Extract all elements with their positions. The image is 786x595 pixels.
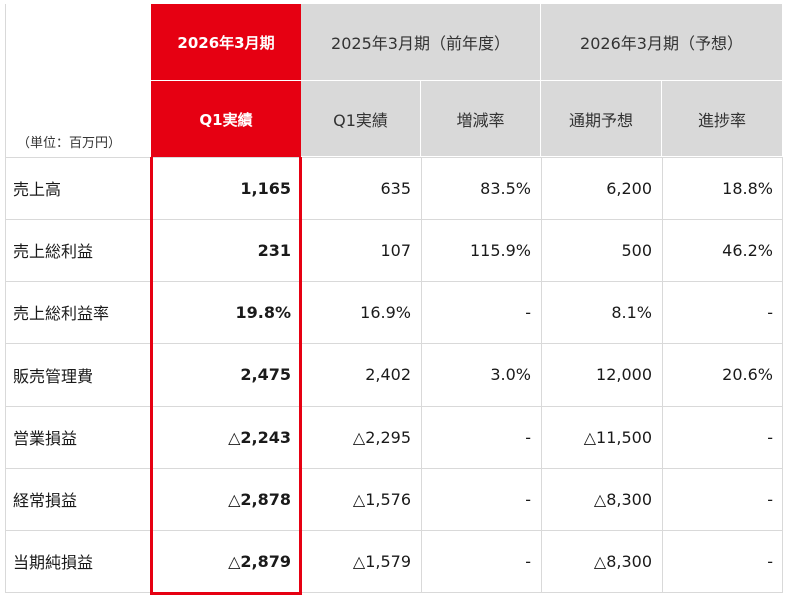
forecast-header: 通期予想 (541, 81, 662, 157)
row-label: 当期純損益 (13, 553, 94, 572)
progress-rate-value: 20.6% (722, 365, 773, 384)
prior-q1-header: Q1実績 (301, 81, 421, 157)
progress-rate-value: 46.2% (722, 240, 773, 260)
row-label: 営業損益 (13, 429, 78, 448)
prior-period-header: 2025年3月期（前年度） (301, 4, 541, 81)
forecast-value: 500 (621, 240, 652, 260)
row-label: 経常損益 (13, 491, 78, 510)
change-rate-value: 115.9% (469, 240, 531, 260)
prior-q1-value: △1,576 (352, 489, 411, 509)
q1-value: △2,878 (228, 489, 291, 509)
q1-value: 2,475 (240, 365, 291, 384)
current-q1-header: Q1実績 (151, 81, 301, 157)
prior-q1-value: △1,579 (352, 551, 411, 571)
unit-label: （単位：百万円） (17, 136, 122, 151)
change-rate-value: - (525, 427, 531, 447)
change-rate-value: 83.5% (480, 178, 531, 198)
q1-value: △2,879 (228, 551, 291, 571)
progress-rate-header: 進捗率 (662, 81, 783, 157)
change-rate-value: 3.0% (490, 365, 531, 384)
row-label: 売上総利益 (13, 242, 94, 261)
forecast-value: △11,500 (583, 427, 652, 447)
change-rate-value: - (525, 302, 531, 322)
forecast-value: 8.1% (611, 302, 652, 322)
prior-q1-value: 107 (380, 240, 411, 260)
prior-q1-value: △2,295 (352, 427, 411, 447)
forecast-value: 6,200 (606, 178, 652, 198)
current-q1-highlight-frame (150, 157, 302, 595)
progress-rate-value: - (767, 302, 773, 322)
change-rate-value: - (525, 489, 531, 509)
row-label: 売上総利益率 (13, 304, 110, 323)
forecast-value: △8,300 (593, 551, 652, 571)
q1-value: 19.8% (235, 302, 291, 322)
current-period-header: 2026年3月期 (151, 4, 301, 81)
forecast-value: 12,000 (596, 365, 652, 384)
change-rate-value: - (525, 551, 531, 571)
forecast-period-header: 2026年3月期（予想） (541, 4, 783, 81)
row-label: 売上高 (13, 180, 62, 199)
q1-value: 231 (257, 240, 291, 260)
progress-rate-value: - (767, 489, 773, 509)
row-label: 販売管理費 (13, 366, 94, 386)
progress-rate-value: - (767, 551, 773, 571)
change-rate-header: 増減率 (421, 81, 541, 157)
progress-rate-value: 18.8% (722, 178, 773, 198)
prior-q1-value: 2,402 (365, 365, 411, 384)
prior-q1-value: 16.9% (360, 302, 411, 322)
forecast-value: △8,300 (593, 489, 652, 509)
q1-value: △2,243 (228, 427, 291, 447)
q1-value: 1,165 (240, 178, 291, 198)
prior-q1-value: 635 (380, 178, 411, 198)
progress-rate-value: - (767, 427, 773, 447)
